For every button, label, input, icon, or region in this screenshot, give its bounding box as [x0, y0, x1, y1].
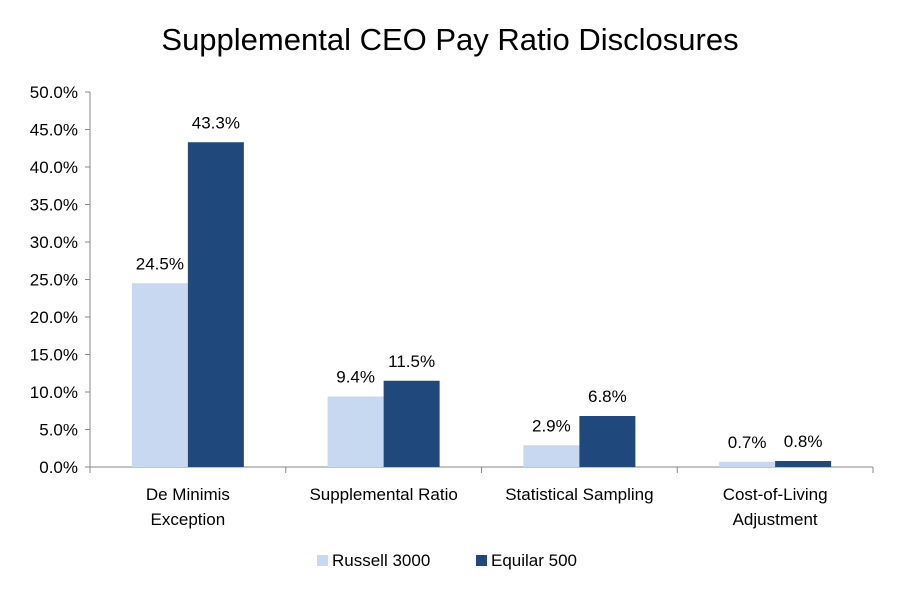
data-label: 24.5% — [136, 254, 184, 273]
data-label: 0.8% — [784, 432, 823, 451]
y-tick-label: 25.0% — [30, 271, 78, 290]
x-category-label: Exception — [151, 510, 226, 529]
data-label: 11.5% — [388, 352, 435, 371]
y-tick-label: 40.0% — [30, 158, 78, 177]
x-category-label: Statistical Sampling — [505, 485, 653, 504]
chart-title: Supplemental CEO Pay Ratio Disclosures — [161, 22, 739, 57]
y-tick-label: 35.0% — [30, 196, 78, 215]
y-tick-label: 0.0% — [39, 458, 78, 477]
bar-russell-3000 — [523, 445, 580, 467]
x-category-label: Supplemental Ratio — [309, 485, 457, 504]
bar-russell-3000 — [719, 461, 776, 467]
x-category-label: Adjustment — [733, 510, 818, 529]
y-tick-label: 45.0% — [30, 121, 78, 140]
y-tick-label: 20.0% — [30, 308, 78, 327]
bar-russell-3000 — [131, 283, 188, 467]
legend-swatch — [476, 555, 487, 566]
data-label: 6.8% — [588, 387, 627, 406]
legend-swatch — [317, 555, 328, 566]
bar-equilar-500 — [383, 380, 440, 467]
bar-equilar-500 — [775, 461, 832, 467]
y-tick-label: 5.0% — [39, 421, 78, 440]
data-label: 2.9% — [532, 416, 571, 435]
data-label: 43.3% — [192, 113, 240, 132]
x-category-label: De Minimis — [146, 485, 230, 504]
x-category-label: Cost-of-Living — [723, 485, 828, 504]
bar-russell-3000 — [327, 396, 384, 467]
data-label: 9.4% — [336, 368, 375, 387]
legend-label: Equilar 500 — [491, 551, 577, 570]
y-tick-label: 10.0% — [30, 383, 78, 402]
y-tick-label: 15.0% — [30, 346, 78, 365]
bar-equilar-500 — [187, 142, 244, 467]
y-tick-label: 50.0% — [30, 83, 78, 102]
legend-label: Russell 3000 — [332, 551, 430, 570]
bar-equilar-500 — [579, 416, 636, 467]
y-tick-label: 30.0% — [30, 233, 78, 252]
data-label: 0.7% — [728, 433, 767, 452]
